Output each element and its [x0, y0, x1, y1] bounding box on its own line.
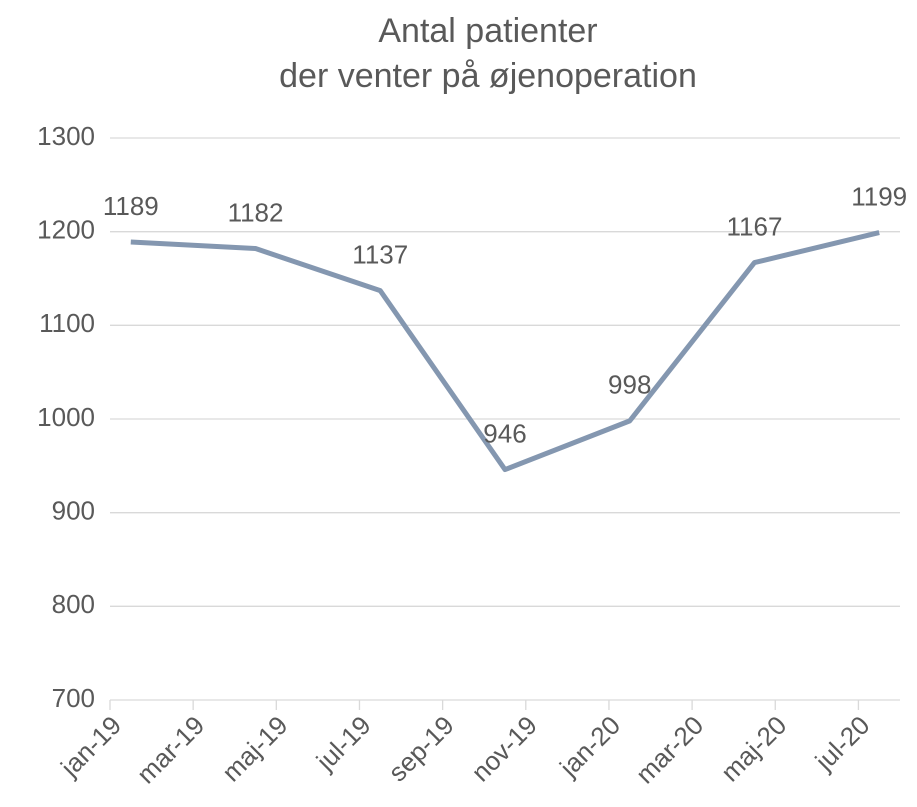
x-tick-label: jan-20 — [553, 710, 626, 783]
chart-title: Antal patienter — [378, 12, 597, 50]
data-label: 1182 — [228, 197, 284, 227]
x-tick-label: maj-20 — [715, 710, 792, 787]
y-tick-label: 800 — [52, 589, 95, 619]
data-label: 998 — [608, 370, 651, 400]
data-label: 1167 — [727, 211, 783, 241]
data-label: 946 — [483, 418, 526, 448]
x-tick-label: sep-19 — [382, 710, 459, 787]
data-label: 1199 — [851, 181, 907, 211]
x-tick-label: jul-19 — [310, 710, 377, 777]
x-tick-label: jul-20 — [809, 710, 876, 777]
data-label: 1137 — [352, 240, 408, 270]
y-tick-label: 1300 — [37, 121, 95, 151]
x-tick-label: nov-19 — [465, 710, 542, 787]
x-tick-label: mar-20 — [630, 710, 709, 789]
y-tick-label: 1200 — [37, 215, 95, 245]
x-tick-label: mar-19 — [131, 710, 210, 789]
chart-title: der venter på øjenoperation — [279, 57, 697, 95]
y-tick-label: 1100 — [39, 308, 95, 338]
x-tick-label: maj-19 — [216, 710, 293, 787]
y-tick-label: 900 — [52, 496, 95, 526]
y-tick-label: 700 — [52, 683, 95, 713]
data-line — [130, 230, 880, 473]
data-label: 1189 — [103, 191, 159, 221]
y-tick-label: 1000 — [37, 402, 95, 432]
x-tick-label: jan-19 — [54, 710, 127, 783]
